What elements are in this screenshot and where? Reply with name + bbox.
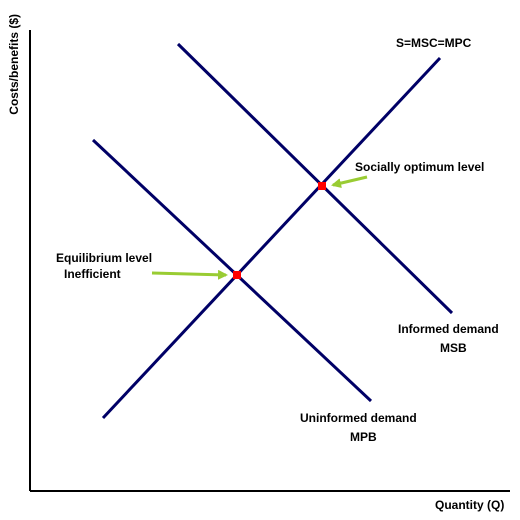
optimum-label: Socially optimum level [355,160,484,174]
informed-demand-curve [176,42,454,315]
msb-label: MSB [440,341,467,355]
supply-label: S=MSC=MPC [396,36,472,50]
optimum-arrow [331,175,368,189]
equilibrium-label-line2: Inefficient [64,267,121,281]
equilibrium-label-line1: Equilibrium level [56,251,152,265]
supply-curve [101,56,442,420]
uninformed-demand-label: Uninformed demand [300,411,417,425]
informed-demand-label: Informed demand [398,322,499,336]
mpb-label: MPB [350,430,377,444]
equilibrium-arrow [151,269,228,280]
equilibrium-point [233,271,241,279]
optimum-point [318,182,326,190]
uninformed-demand-curve [91,138,373,403]
x-axis-label: Quantity (Q) [435,498,504,512]
y-axis-label: Costs/benefits ($) [7,14,21,115]
